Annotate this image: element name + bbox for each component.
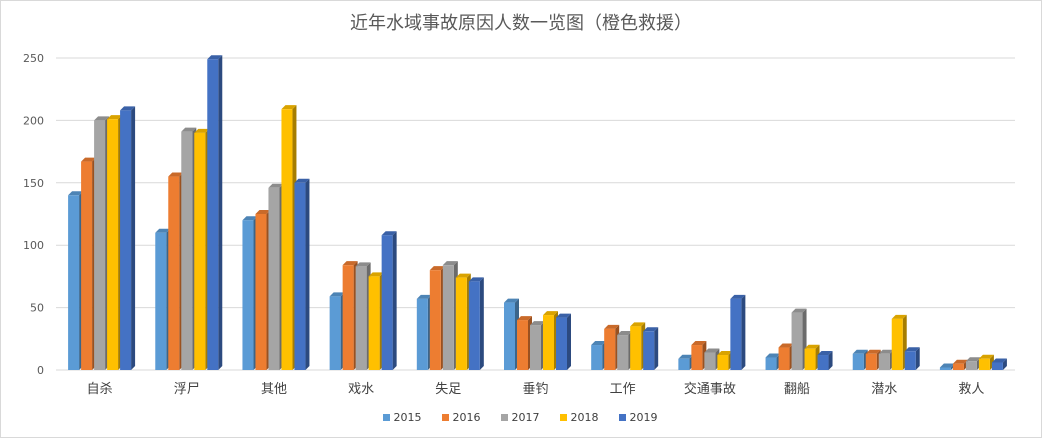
legend-swatch bbox=[559, 414, 567, 421]
bar-失足-2019 bbox=[468, 277, 484, 370]
bar-垂钓-2015 bbox=[504, 298, 519, 370]
bars bbox=[68, 55, 1007, 371]
x-tick-label: 潜水 bbox=[871, 382, 897, 397]
bar-工作-2016 bbox=[604, 324, 620, 370]
legend-swatch bbox=[500, 414, 508, 421]
bar-其他-2018 bbox=[281, 105, 297, 370]
legend-label: 2019 bbox=[629, 411, 658, 424]
x-tick-label: 失足 bbox=[435, 382, 461, 397]
bar-浮尸-2018 bbox=[194, 128, 210, 370]
bar-救人-2015 bbox=[939, 363, 955, 370]
legend-label: 2017 bbox=[511, 411, 540, 424]
legend-label: 2015 bbox=[393, 411, 422, 424]
bar-戏水-2018 bbox=[368, 272, 384, 370]
bar-救人-2018 bbox=[978, 354, 994, 370]
x-axis-category-labels: 自杀 浮尸 其他 戏水 失足 垂钓 工作 交通事故 翻船 潜水 救人 bbox=[87, 381, 985, 397]
bar-其他-2017 bbox=[268, 183, 284, 370]
bar-垂钓-2018 bbox=[543, 311, 558, 370]
x-tick-label: 自杀 bbox=[87, 382, 113, 397]
bar-交通事故-2019 bbox=[730, 294, 746, 370]
legend-swatch bbox=[618, 414, 626, 421]
x-tick-label: 救人 bbox=[958, 381, 984, 397]
bar-交通事故-2018 bbox=[717, 351, 733, 370]
bar-垂钓-2016 bbox=[517, 316, 532, 370]
legend-item: 2016 bbox=[441, 411, 481, 424]
bar-其他-2016 bbox=[255, 210, 271, 370]
bar-戏水-2019 bbox=[381, 231, 397, 370]
bar-戏水-2015 bbox=[329, 292, 345, 370]
bar-交通事故-2017 bbox=[704, 348, 720, 370]
bar-交通事故-2015 bbox=[678, 354, 694, 370]
bar-救人-2017 bbox=[965, 357, 981, 370]
bar-工作-2017 bbox=[617, 331, 633, 370]
bar-自杀-2017 bbox=[94, 116, 110, 371]
legend-item: 2019 bbox=[618, 411, 658, 424]
bar-浮尸-2017 bbox=[181, 127, 197, 370]
bar-浮尸-2016 bbox=[168, 172, 184, 370]
bar-垂钓-2019 bbox=[556, 313, 571, 370]
x-tick-label: 工作 bbox=[610, 382, 636, 397]
bar-失足-2016 bbox=[429, 266, 445, 370]
x-tick-label: 翻船 bbox=[784, 382, 810, 397]
y-tick-label: 200 bbox=[23, 114, 44, 127]
bar-工作-2015 bbox=[591, 341, 607, 370]
bar-戏水-2017 bbox=[355, 262, 371, 370]
legend-label: 2016 bbox=[452, 411, 481, 424]
bar-翻船-2019 bbox=[817, 351, 833, 370]
x-tick-label: 浮尸 bbox=[174, 382, 200, 397]
bar-戏水-2016 bbox=[342, 261, 358, 370]
bar-翻船-2017 bbox=[791, 308, 807, 370]
bar-潜水-2018 bbox=[891, 314, 907, 370]
x-tick-label: 交通事故 bbox=[684, 381, 736, 397]
bar-其他-2019 bbox=[294, 178, 310, 370]
bar-潜水-2016 bbox=[865, 349, 881, 370]
bar-潜水-2017 bbox=[878, 349, 894, 370]
legend-swatch bbox=[382, 414, 390, 421]
bar-工作-2019 bbox=[643, 327, 659, 370]
bar-浮尸-2019 bbox=[207, 55, 223, 371]
legend-item: 2018 bbox=[559, 411, 599, 424]
x-tick-label: 垂钓 bbox=[522, 382, 548, 397]
legend-item: 2015 bbox=[382, 411, 422, 424]
x-tick-label: 其他 bbox=[261, 382, 287, 397]
legend-item: 2017 bbox=[500, 411, 540, 424]
chart-title: 近年水域事故原因人数一览图（橙色救援） bbox=[350, 13, 692, 34]
y-tick-label: 250 bbox=[23, 52, 44, 65]
bar-翻船-2015 bbox=[765, 353, 781, 370]
bar-失足-2017 bbox=[442, 261, 458, 370]
bar-救人-2016 bbox=[952, 359, 968, 370]
x-tick-label: 戏水 bbox=[348, 382, 374, 397]
bar-交通事故-2016 bbox=[691, 341, 707, 370]
bar-失足-2015 bbox=[416, 294, 432, 370]
bar-自杀-2016 bbox=[81, 157, 97, 370]
bar-垂钓-2017 bbox=[530, 321, 545, 370]
legend-label: 2018 bbox=[570, 411, 599, 424]
legend: 2015 2016 2017 2018 2019 bbox=[0, 411, 1040, 424]
y-tick-label: 150 bbox=[23, 177, 44, 190]
y-tick-label: 50 bbox=[30, 302, 44, 315]
bar-其他-2015 bbox=[242, 216, 258, 370]
bar-自杀-2018 bbox=[107, 115, 123, 370]
bar-自杀-2019 bbox=[120, 106, 136, 370]
bar-工作-2018 bbox=[630, 322, 646, 370]
bar-救人-2019 bbox=[991, 358, 1007, 370]
bar-浮尸-2015 bbox=[155, 228, 171, 370]
bar-失足-2018 bbox=[455, 273, 471, 370]
bar-翻船-2018 bbox=[804, 344, 820, 370]
bar-翻船-2016 bbox=[778, 343, 794, 370]
bar-自杀-2015 bbox=[68, 191, 84, 370]
y-tick-label: 0 bbox=[37, 364, 44, 377]
y-tick-label: 100 bbox=[23, 239, 44, 252]
bar-潜水-2019 bbox=[904, 347, 920, 370]
bar-潜水-2015 bbox=[852, 349, 868, 370]
legend-swatch bbox=[441, 414, 449, 421]
y-axis-tick-labels: 0 50 100 150 200 250 bbox=[23, 52, 44, 377]
